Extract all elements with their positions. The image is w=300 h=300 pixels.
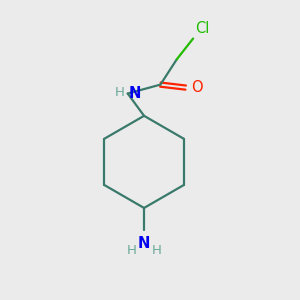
Text: Cl: Cl xyxy=(196,21,210,36)
Text: N: N xyxy=(128,86,141,101)
Text: N: N xyxy=(138,236,150,250)
Text: H: H xyxy=(115,85,125,98)
Text: H: H xyxy=(127,244,136,256)
Text: O: O xyxy=(191,80,202,95)
Text: H: H xyxy=(152,244,161,256)
